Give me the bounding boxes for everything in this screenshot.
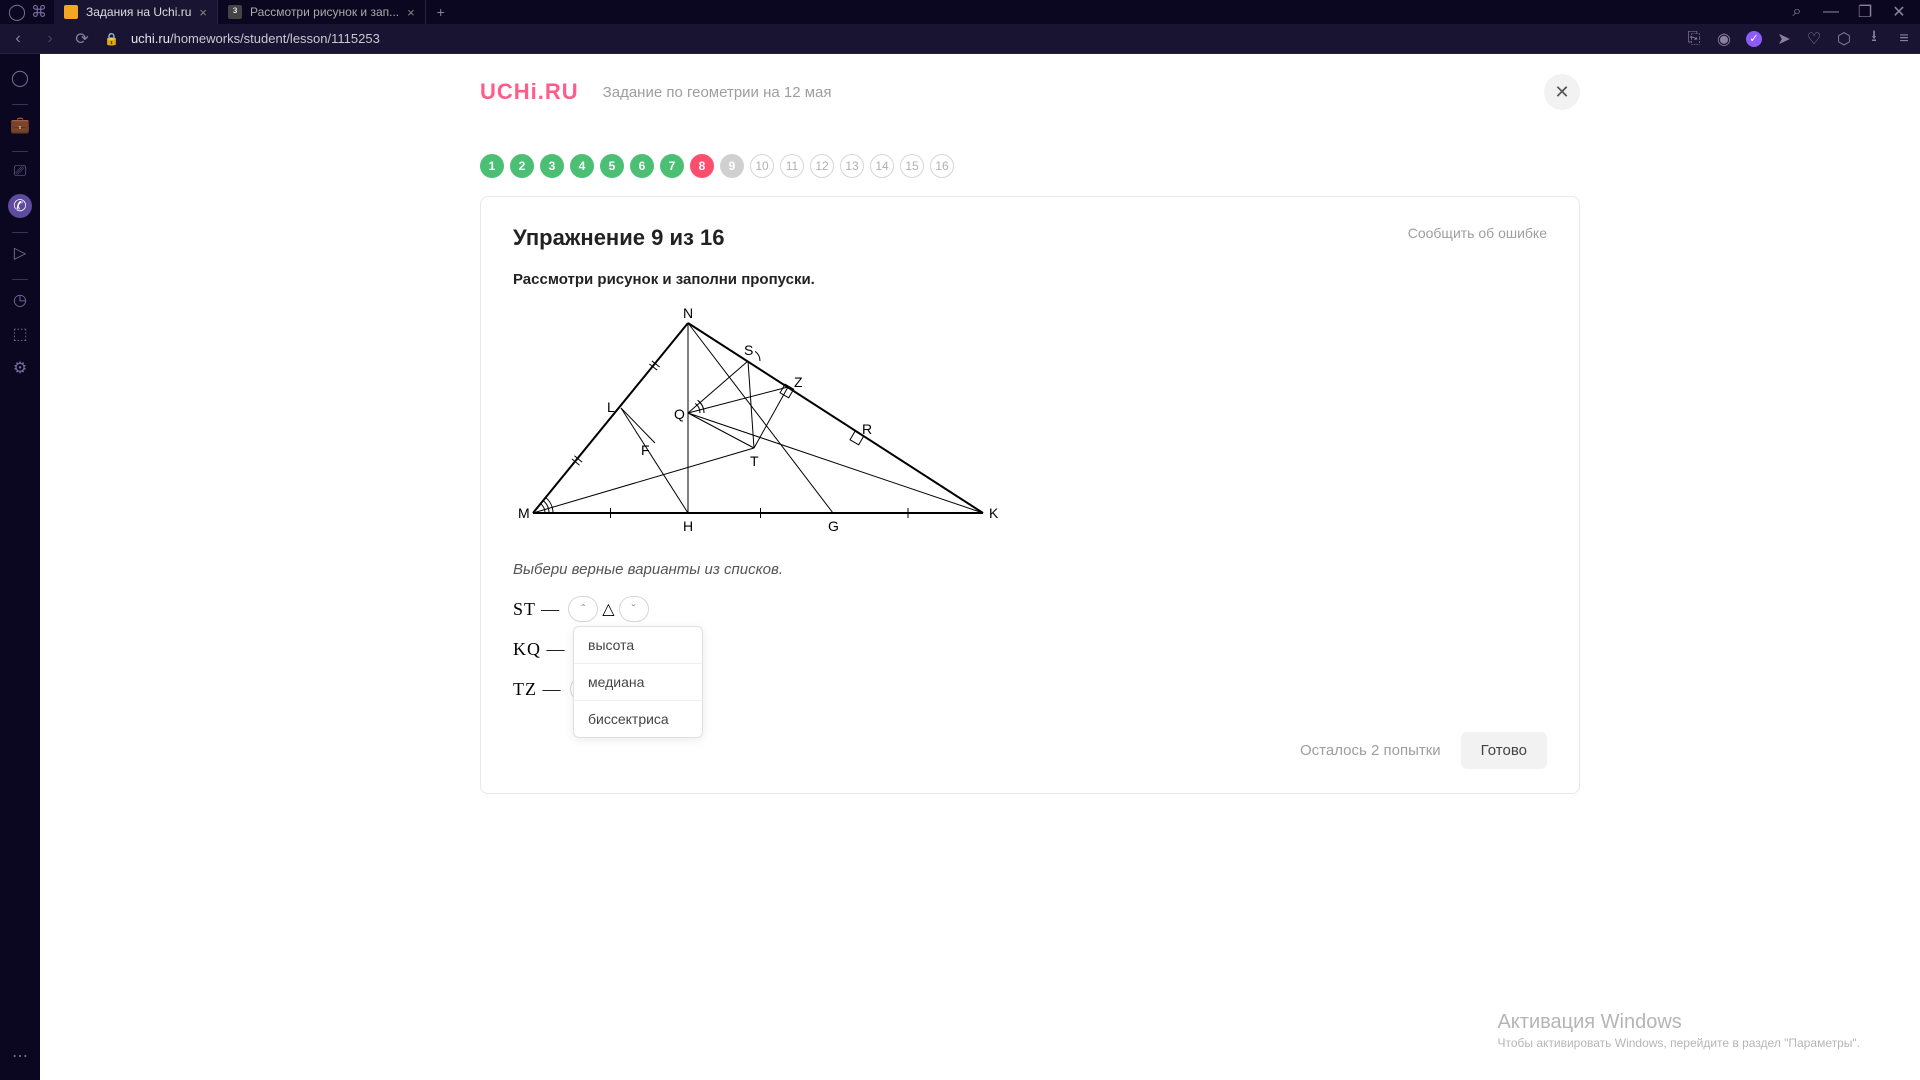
new-tab-button[interactable]: + (434, 5, 448, 19)
lock-icon: 🔒 (104, 32, 119, 46)
capture-icon[interactable]: ⎘ (1686, 31, 1702, 47)
tab-title: Рассмотри рисунок и зап... (250, 5, 399, 19)
camera-icon[interactable]: ◉ (1716, 31, 1732, 47)
svg-text:S: S (744, 342, 753, 358)
tab-close-button[interactable]: × (199, 5, 207, 20)
exercise-title: Упражнение 9 из 16 (513, 225, 724, 251)
triangle-symbol: △ (602, 599, 614, 619)
progress-indicator: 12345678910111213141516 (480, 154, 1920, 178)
dropdown-selector[interactable]: ˆ (568, 596, 598, 622)
tab-title: Задания на Uchi.ru (86, 5, 191, 19)
progress-step[interactable]: 13 (840, 154, 864, 178)
svg-text:M: M (518, 505, 530, 521)
report-error-link[interactable]: Сообщить об ошибке (1408, 225, 1547, 241)
address-bar: ‹ › ⟳ 🔒 uchi.ru/homeworks/student/lesson… (0, 24, 1920, 54)
uchi-logo[interactable]: UCHi.RU (480, 79, 579, 105)
progress-step[interactable]: 8 (690, 154, 714, 178)
tab-favicon-icon (64, 5, 78, 19)
progress-step[interactable]: 6 (630, 154, 654, 178)
answer-variable: TZ — (513, 679, 562, 700)
progress-step[interactable]: 12 (810, 154, 834, 178)
progress-step[interactable]: 16 (930, 154, 954, 178)
clock-icon[interactable]: ◷ (8, 288, 32, 312)
lesson-header: UCHi.RU Задание по геометрии на 12 мая ✕ (480, 74, 1580, 130)
forward-button[interactable]: › (40, 29, 60, 49)
browser-tab[interactable]: Задания на Uchi.ru × (54, 0, 218, 24)
send-icon[interactable]: ➤ (1776, 31, 1792, 47)
windows-activation-watermark: Активация Windows Чтобы активировать Win… (1497, 1011, 1860, 1050)
svg-text:L: L (607, 399, 615, 415)
download-icon[interactable]: ⭳ (1866, 31, 1882, 47)
answer-section: ST —ˆ△ˇKQ —ˆTZ —ˆвысотамедианабиссектрис… (513, 596, 1547, 702)
progress-step[interactable]: 2 (510, 154, 534, 178)
exercise-prompt: Рассмотри рисунок и заполни пропуски. (513, 271, 1547, 288)
package-icon[interactable]: ⬚ (8, 322, 32, 346)
svg-text:Q: Q (674, 406, 685, 422)
play-icon[interactable]: ▷ (8, 241, 32, 265)
tab-close-button[interactable]: × (407, 5, 415, 20)
progress-step[interactable]: 14 (870, 154, 894, 178)
geometry-figure: M N K H G L F Q S Z T R (513, 308, 1013, 538)
svg-text:F: F (641, 442, 650, 458)
tab-strip: Задания на Uchi.ru × з Рассмотри рисунок и … (54, 0, 426, 24)
progress-step[interactable]: 15 (900, 154, 924, 178)
window-maximize[interactable]: ❐ (1856, 3, 1874, 21)
answer-dropdown-menu: высотамедианабиссектриса (573, 626, 703, 738)
lesson-title: Задание по геометрии на 12 мая (603, 84, 832, 101)
dropdown-selector[interactable]: ˇ (619, 596, 649, 622)
gear-icon[interactable]: ⚙ (8, 356, 32, 380)
progress-step[interactable]: 3 (540, 154, 564, 178)
sidebar-more-icon[interactable]: ⋯ (8, 1044, 32, 1068)
svg-text:T: T (750, 453, 759, 469)
opera-icon[interactable]: ◯ (10, 5, 24, 19)
progress-step[interactable]: 10 (750, 154, 774, 178)
progress-step[interactable]: 9 (720, 154, 744, 178)
tab-favicon-icon: з (228, 5, 242, 19)
reload-button[interactable]: ⟳ (72, 29, 92, 49)
url-display[interactable]: uchi.ru/homeworks/student/lesson/1115253 (131, 31, 380, 46)
exercise-hint: Выбери верные варианты из списков. (513, 561, 1547, 578)
svg-text:G: G (828, 518, 839, 534)
dropdown-option[interactable]: высота (574, 627, 702, 664)
attempts-remaining: Осталось 2 попытки (1300, 742, 1441, 759)
svg-text:Z: Z (794, 374, 803, 390)
answer-variable: ST — (513, 599, 560, 620)
progress-step[interactable]: 7 (660, 154, 684, 178)
heart-icon[interactable]: ♡ (1806, 31, 1822, 47)
shield-check-icon[interactable]: ✓ (1746, 31, 1762, 47)
menu-icon[interactable]: ≡ (1896, 31, 1912, 47)
browser-sidebar: ◯ 💼 ⎚ ✆ ▷ ◷ ⬚ ⚙ ⋯ (0, 54, 40, 1080)
done-button[interactable]: Готово (1461, 732, 1547, 769)
exercise-card: Упражнение 9 из 16 Сообщить об ошибке Ра… (480, 196, 1580, 794)
cube-icon[interactable]: ⬡ (1836, 31, 1852, 47)
svg-text:N: N (683, 308, 693, 321)
window-close[interactable]: ✕ (1890, 3, 1908, 21)
dropdown-option[interactable]: медиана (574, 664, 702, 701)
progress-step[interactable]: 11 (780, 154, 804, 178)
dropdown-option[interactable]: биссектриса (574, 701, 702, 737)
whatsapp-icon[interactable]: ✆ (8, 194, 32, 218)
svg-text:R: R (862, 421, 872, 437)
browser-titlebar: ◯ ⌘ Задания на Uchi.ru × з Рассмотри рисуно… (0, 0, 1920, 24)
twitch-icon[interactable]: ⎚ (8, 160, 32, 184)
answer-row: ST — ˆ△ˇ (513, 596, 1547, 622)
back-button[interactable]: ‹ (8, 29, 28, 49)
discord-icon[interactable]: ⌘ (32, 5, 46, 19)
progress-step[interactable]: 5 (600, 154, 624, 178)
close-lesson-button[interactable]: ✕ (1544, 74, 1580, 110)
window-minimize[interactable]: — (1822, 3, 1840, 21)
svg-text:H: H (683, 518, 693, 534)
opera-circle-icon[interactable]: ◯ (8, 66, 32, 90)
svg-text:K: K (989, 505, 999, 521)
progress-step[interactable]: 1 (480, 154, 504, 178)
browser-tab[interactable]: з Рассмотри рисунок и зап... × (218, 0, 426, 24)
page-content: UCHi.RU Задание по геометрии на 12 мая ✕… (40, 54, 1920, 1080)
progress-step[interactable]: 4 (570, 154, 594, 178)
answer-variable: KQ — (513, 639, 566, 660)
search-icon[interactable]: ⌕ (1788, 3, 1806, 21)
briefcase-icon[interactable]: 💼 (8, 113, 32, 137)
